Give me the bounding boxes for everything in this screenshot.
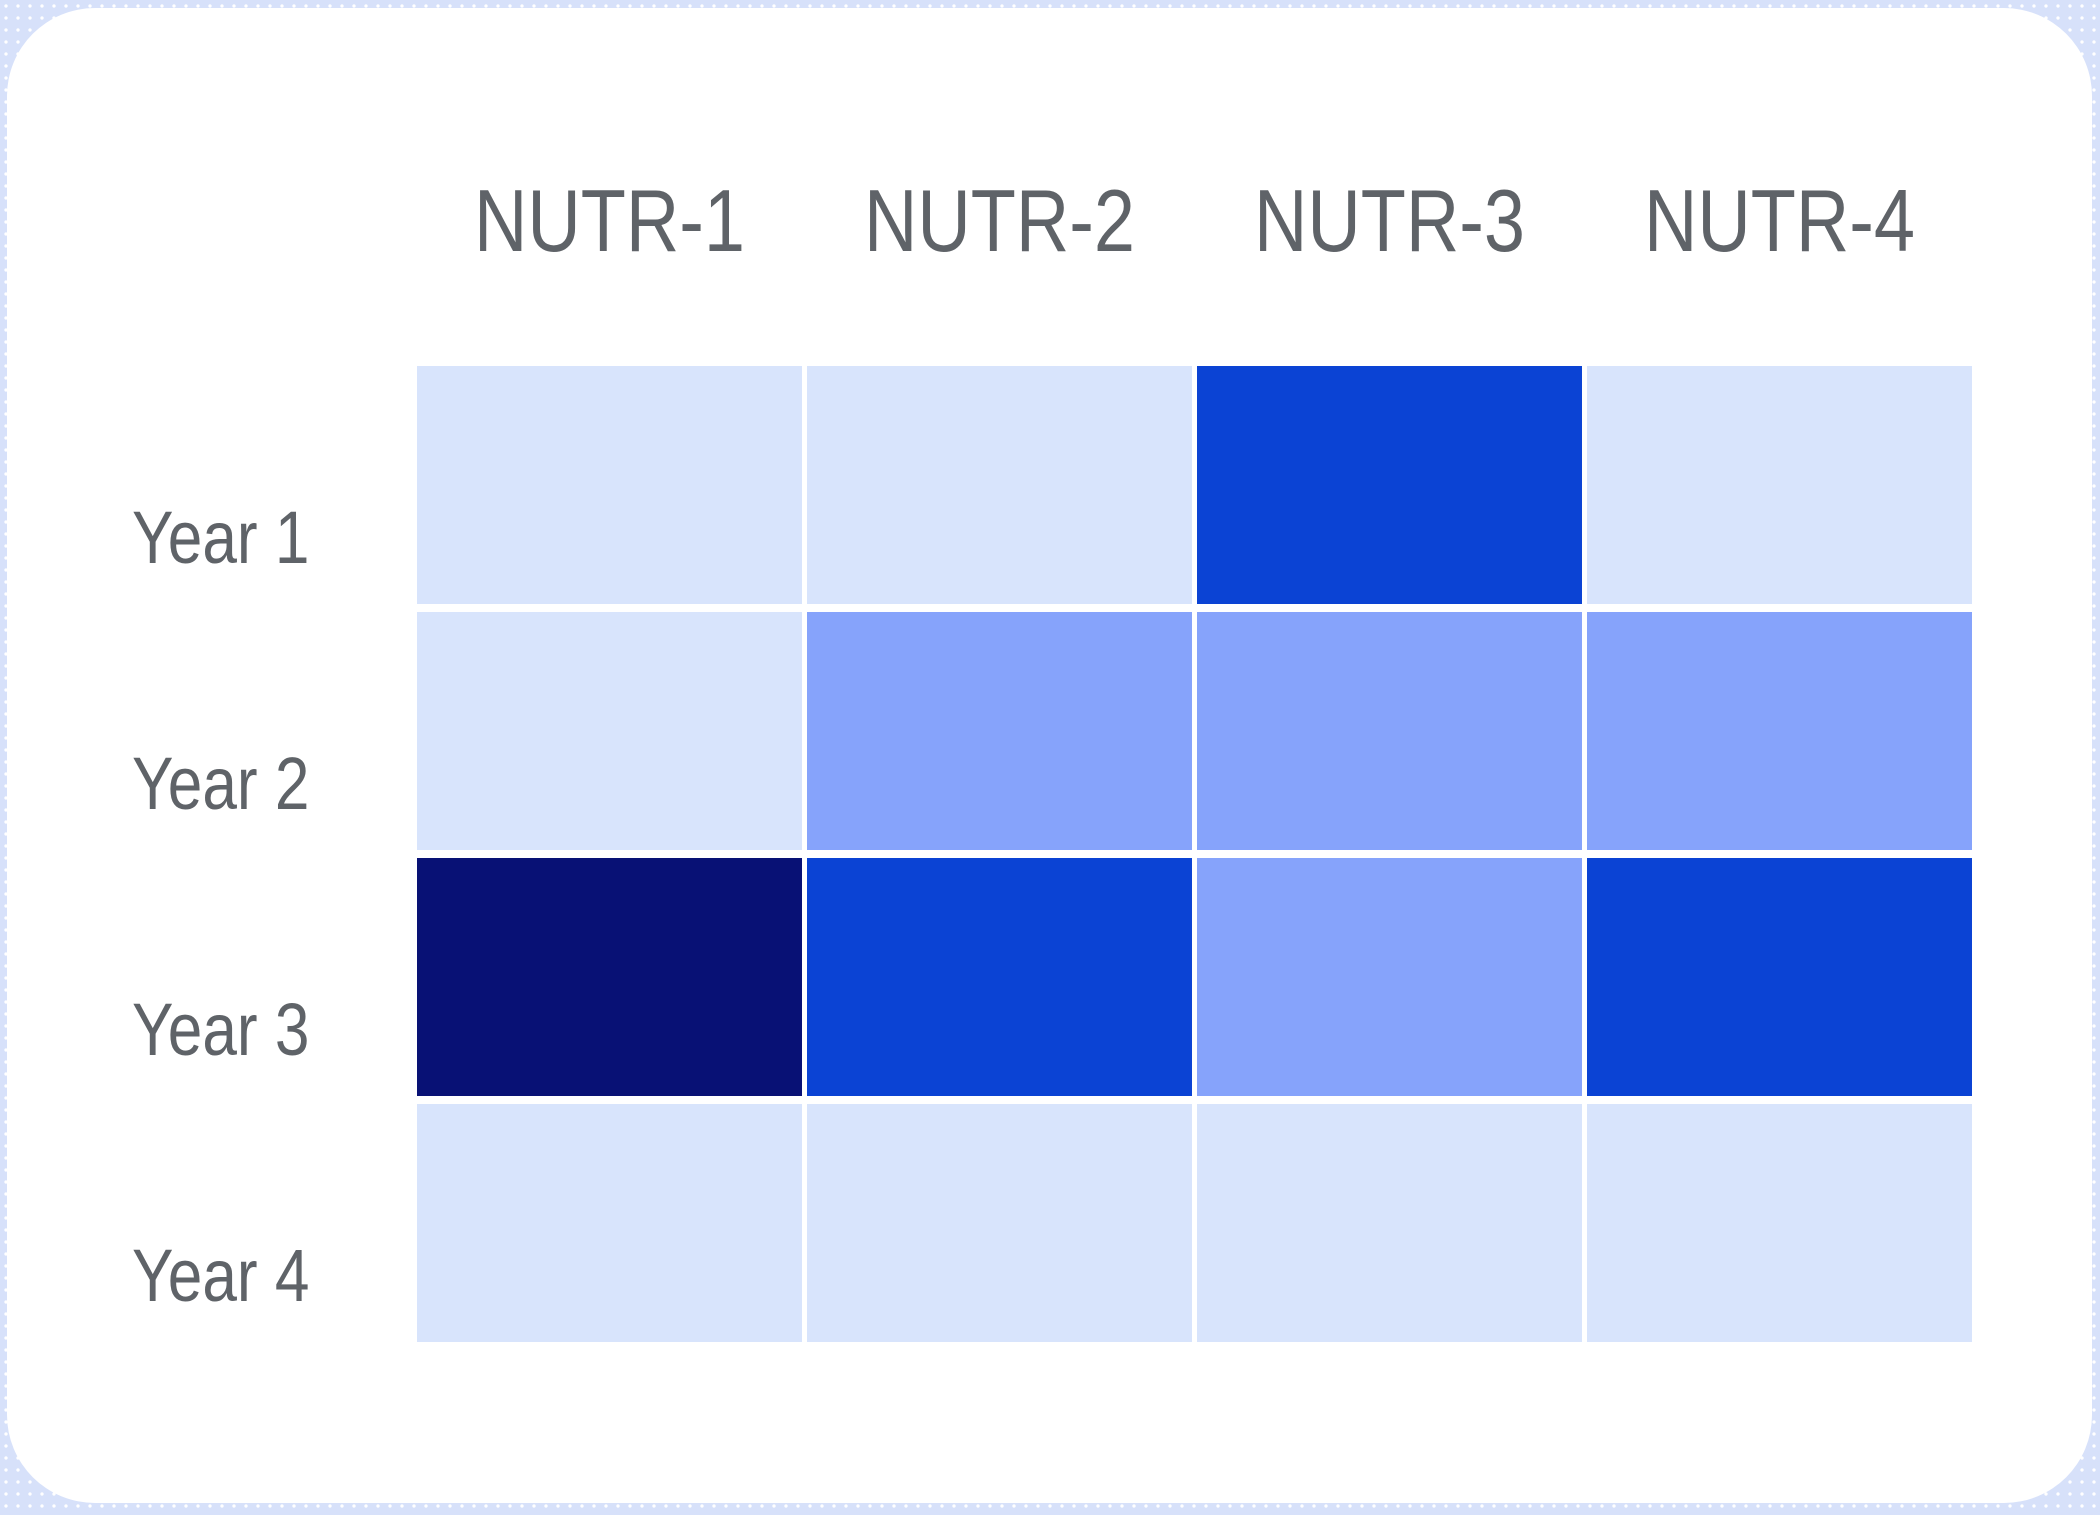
column-headers: NUTR-1 NUTR-2 NUTR-3 NUTR-4 [417, 158, 1972, 283]
heatmap-cell-r2-c1 [417, 612, 802, 850]
heatmap-cell-r2-c2 [807, 612, 1192, 850]
heatmap-cell-r1-c3 [1197, 366, 1582, 604]
row-labels: Year 1 Year 2 Year 3 Year 4 [132, 366, 343, 1342]
heatmap-cell-r3-c3 [1197, 858, 1582, 1096]
heatmap-cell-r1-c2 [807, 366, 1192, 604]
row-label-year-4: Year 4 [132, 1233, 310, 1317]
heatmap-cell-r3-c1 [417, 858, 802, 1096]
column-header-nutr-4: NUTR-4 [1643, 170, 1916, 270]
heatmap-cell-r4-c2 [807, 1104, 1192, 1342]
heatmap-cell-r1-c4 [1587, 366, 1972, 604]
heatmap-cell-r4-c1 [417, 1104, 802, 1342]
row-label-year-1: Year 1 [132, 495, 310, 579]
heatmap-cell-r3-c4 [1587, 858, 1972, 1096]
heatmap-cell-r2-c4 [1587, 612, 1972, 850]
column-header-nutr-2: NUTR-2 [863, 170, 1136, 270]
heatmap-cell-r4-c4 [1587, 1104, 1972, 1342]
heatmap-grid [417, 366, 1972, 1342]
column-header-nutr-1: NUTR-1 [473, 170, 746, 270]
heatmap-cell-r3-c2 [807, 858, 1192, 1096]
heatmap-cell-r2-c3 [1197, 612, 1582, 850]
heatmap-cell-r1-c1 [417, 366, 802, 604]
heatmap-cell-r4-c3 [1197, 1104, 1582, 1342]
row-label-year-3: Year 3 [132, 987, 310, 1071]
row-label-year-2: Year 2 [132, 741, 310, 825]
column-header-nutr-3: NUTR-3 [1253, 170, 1526, 270]
